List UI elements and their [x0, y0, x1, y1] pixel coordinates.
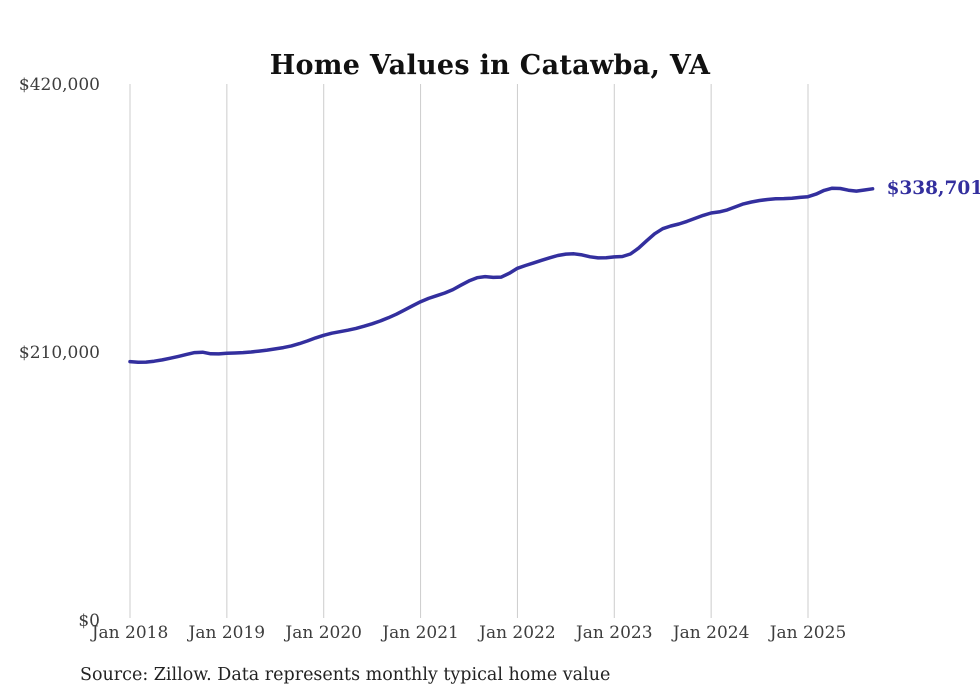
home-value-line-series	[128, 186, 875, 365]
x-axis-tick-label: Jan 2024	[672, 623, 750, 643]
x-axis-tick-label: Jan 2018	[91, 623, 169, 643]
y-axis-tick-label: $420,000	[18, 75, 100, 95]
latest-value-label: $338,701	[886, 177, 980, 199]
source-note: Source: Zillow. Data represents monthly …	[80, 665, 611, 685]
x-axis-tick-label: Jan 2020	[285, 623, 362, 643]
y-axis-tick-label: $210,000	[18, 343, 100, 363]
x-axis-tick-label: Jan 2021	[382, 623, 459, 643]
y-axis-tick-label: $0	[78, 611, 100, 631]
x-axis-tick-label: Jan 2025	[769, 623, 847, 643]
x-axis-tick-label: Jan 2022	[479, 623, 556, 643]
x-axis-tick-label: Jan 2019	[188, 623, 266, 643]
chart-title: Home Values in Catawba, VA	[269, 50, 711, 82]
x-axis-tick-label: Jan 2023	[575, 623, 653, 643]
